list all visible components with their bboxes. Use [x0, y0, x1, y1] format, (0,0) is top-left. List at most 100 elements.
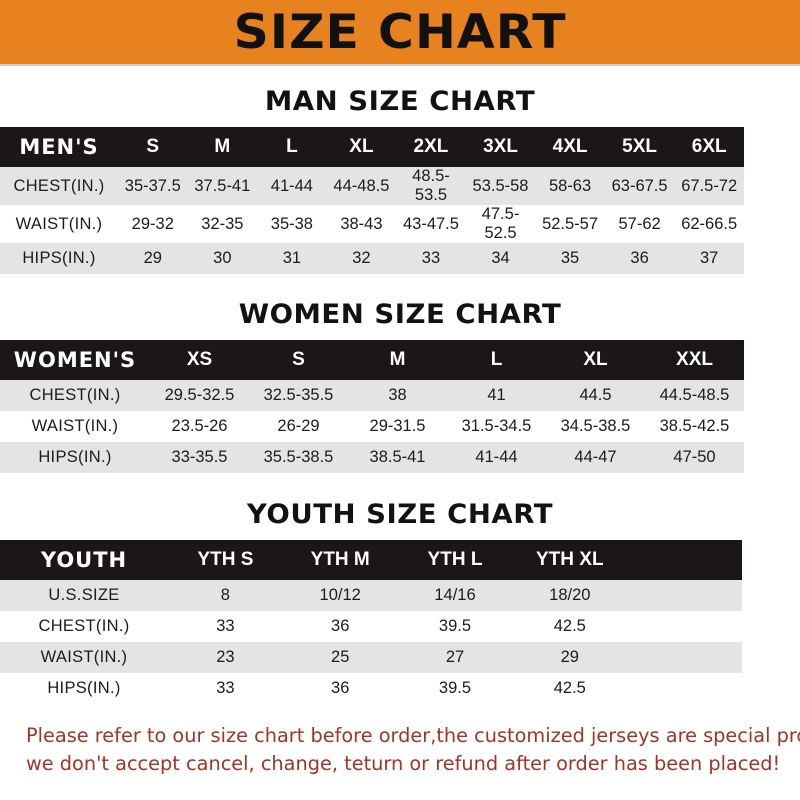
size-header-cell: XXL — [676, 349, 713, 370]
table-cell: 36 — [630, 249, 649, 267]
table-cell: 31.5-34.5 — [461, 417, 532, 435]
table-cell: 44-48.5 — [333, 176, 390, 195]
size-header-cell: XL — [349, 136, 374, 157]
row-label: HIPS(IN.) — [47, 679, 121, 697]
table-cell: 33-35.5 — [171, 448, 228, 466]
size-header-cell-empty — [627, 540, 742, 580]
table-row: CHEST(IN.) 35-37.5 37.5-41 41-44 44-48.5… — [0, 167, 744, 205]
table-cell: 41-44 — [270, 176, 313, 195]
row-label: CHEST(IN.) — [13, 176, 105, 195]
table-cell: 35 — [560, 249, 580, 267]
section-title-women: WOMEN SIZE CHART — [238, 299, 562, 330]
table-row: HIPS(IN.) 33 36 39.5 42.5 — [0, 673, 742, 704]
row-label: WAIST(IN.) — [15, 214, 103, 233]
table-cell: 43-47.5 — [402, 214, 459, 233]
size-header-cell: YTH M — [310, 549, 370, 570]
table-cell: 52.5-57 — [542, 214, 599, 233]
table-cell: 53.5-58 — [472, 176, 529, 195]
table-cell: 29-32 — [131, 214, 174, 233]
table-cell: 23.5-26 — [171, 417, 228, 435]
table-cell: 47.5-52.5 — [481, 205, 520, 242]
size-header-cell: XL — [583, 349, 608, 370]
size-header-cell: 4XL — [552, 136, 588, 157]
table-cell: 37.5-41 — [194, 176, 251, 195]
size-header-cell: 2XL — [413, 136, 449, 157]
table-cell: 38.5-42.5 — [659, 417, 730, 435]
table-corner-label-youth: YOUTH — [40, 548, 128, 572]
table-cell: 14/16 — [434, 586, 476, 604]
table-wrap-youth: YOUTH YTH S YTH M YTH L YTH XL U.S.SIZE … — [0, 540, 800, 704]
table-cell: 44.5-48.5 — [659, 386, 730, 404]
table-cell: 29.5-32.5 — [164, 386, 235, 404]
table-cell: 35.5-38.5 — [263, 448, 334, 466]
row-label: U.S.SIZE — [48, 586, 120, 604]
size-header-cell: M — [389, 349, 406, 370]
size-header-cell: L — [490, 349, 503, 370]
size-header-cell: M — [214, 136, 231, 157]
size-header-cell: S — [292, 349, 305, 370]
table-cell: 32 — [352, 249, 371, 267]
size-header-cell: L — [286, 136, 298, 157]
table-wrap-women: WOMEN'S XS S M L XL XXL CHEST(IN.) 29.5-… — [0, 340, 800, 473]
table-cell: 36 — [331, 617, 350, 635]
table-row: CHEST(IN.) 29.5-32.5 32.5-35.5 38 41 44.… — [0, 380, 744, 411]
table-cell: 36 — [331, 679, 350, 697]
table-cell: 39.5 — [438, 679, 472, 697]
table-cell: 31 — [282, 249, 302, 267]
size-header-cell: 5XL — [622, 136, 658, 157]
table-cell: 8 — [220, 586, 230, 604]
table-cell-empty — [627, 611, 742, 642]
size-header-cell: YTH XL — [536, 549, 604, 570]
table-corner-label-women: WOMEN'S — [13, 348, 137, 372]
table-cell: 26-29 — [277, 417, 320, 435]
table-row: WAIST(IN.) 23 25 27 29 — [0, 642, 742, 673]
size-header-cell: 3XL — [483, 136, 518, 157]
row-label: WAIST(IN.) — [31, 417, 119, 435]
table-cell: 33 — [216, 617, 235, 635]
table-cell: 32-35 — [201, 214, 244, 233]
row-label: HIPS(IN.) — [38, 448, 112, 466]
footer-line-2: we don't accept cancel, change, teturn o… — [26, 751, 781, 775]
table-cell: 39.5 — [438, 617, 472, 635]
table-cell: 27 — [445, 648, 465, 666]
table-cell: 58-63 — [548, 176, 592, 195]
size-table-youth: YOUTH YTH S YTH M YTH L YTH XL U.S.SIZE … — [0, 540, 742, 704]
table-cell: 44-47 — [574, 448, 617, 466]
size-table-women: WOMEN'S XS S M L XL XXL CHEST(IN.) 29.5-… — [0, 340, 744, 473]
table-cell: 62-66.5 — [681, 214, 738, 233]
table-cell: 35-37.5 — [124, 176, 181, 195]
table-cell: 33 — [216, 679, 235, 697]
table-cell: 48.5-53.5 — [412, 167, 450, 204]
table-cell: 29-31.5 — [369, 417, 426, 435]
table-cell: 67.5-72 — [681, 176, 738, 195]
table-cell: 42.5 — [553, 679, 586, 697]
table-cell: 63-67.5 — [611, 176, 668, 195]
row-label: HIPS(IN.) — [22, 249, 96, 267]
section-title-youth: YOUTH SIZE CHART — [246, 499, 554, 530]
table-wrap-man: MEN'S S M L XL 2XL 3XL 4XL 5XL 6XL CHEST… — [0, 127, 800, 274]
size-header-cell: XS — [186, 349, 213, 370]
table-cell: 57-62 — [618, 214, 661, 233]
table-cell: 30 — [213, 249, 232, 267]
size-header-cell: YTH L — [427, 549, 483, 570]
table-cell: 29 — [143, 249, 162, 267]
table-header-row-women: WOMEN'S XS S M L XL XXL — [0, 340, 744, 380]
table-row: HIPS(IN.) 33-35.5 35.5-38.5 38.5-41 41-4… — [0, 442, 744, 473]
table-row: CHEST(IN.) 33 36 39.5 42.5 — [0, 611, 742, 642]
section-title-man: MAN SIZE CHART — [264, 86, 536, 117]
row-label: CHEST(IN.) — [38, 617, 130, 635]
table-cell: 35-38 — [270, 214, 313, 233]
table-row: WAIST(IN.) 29-32 32-35 35-38 38-43 43-47… — [0, 205, 744, 243]
size-table-man: MEN'S S M L XL 2XL 3XL 4XL 5XL 6XL CHEST… — [0, 127, 744, 274]
table-cell-empty — [627, 580, 742, 611]
table-cell: 25 — [331, 648, 350, 666]
table-cell: 41-44 — [475, 448, 518, 466]
page-banner: SIZE CHART — [0, 0, 800, 66]
table-cell: 34.5-38.5 — [560, 417, 631, 435]
table-cell: 32.5-35.5 — [263, 386, 334, 404]
table-row: HIPS(IN.) 29 30 31 32 33 34 35 36 37 — [0, 243, 744, 274]
size-header-cell: S — [146, 136, 160, 157]
table-row: WAIST(IN.) 23.5-26 26-29 29-31.5 31.5-34… — [0, 411, 744, 442]
table-header-row-youth: YOUTH YTH S YTH M YTH L YTH XL — [0, 540, 742, 580]
